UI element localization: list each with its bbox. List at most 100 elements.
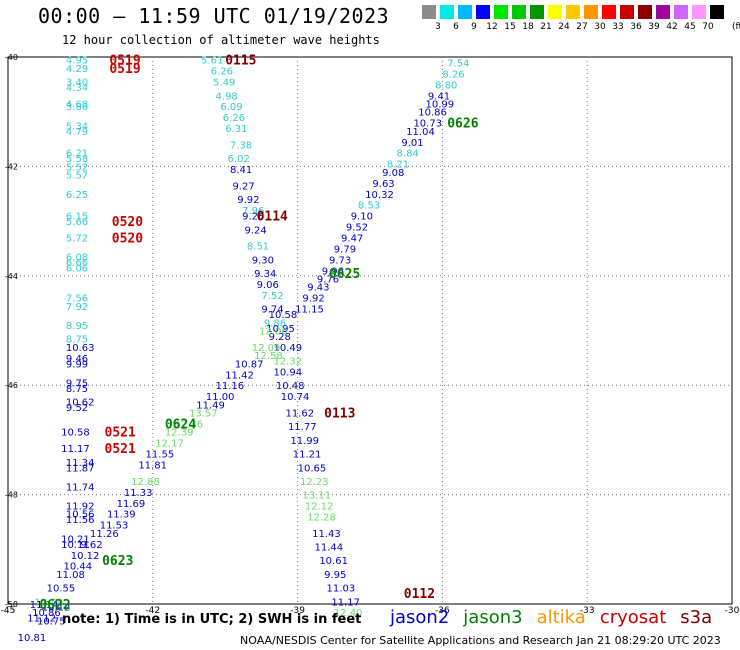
swh-value: 10.49: [273, 343, 302, 354]
swh-value: 4.98: [216, 91, 238, 102]
y-tick-label: -46: [5, 381, 18, 390]
swh-value: 5.52: [66, 162, 88, 173]
legend-swatch: [656, 5, 670, 19]
swh-value: 10.11: [61, 540, 90, 551]
swh-value: 9.92: [302, 294, 324, 305]
pass-label: 0113: [324, 407, 355, 422]
swh-value: 6.25: [66, 190, 88, 201]
swh-value: 10.87: [235, 359, 264, 370]
swh-value: 12.12: [305, 502, 334, 513]
satellite-name: altika: [536, 607, 586, 628]
swh-value: 7.52: [261, 291, 283, 302]
swh-value: 11.53: [100, 521, 129, 532]
y-tick-label: -50: [5, 600, 18, 609]
legend-swatch: [602, 5, 616, 19]
swh-value: 10.58: [269, 310, 298, 321]
swh-value: 4.29: [66, 64, 88, 75]
x-tick-label: -42: [145, 606, 160, 616]
legend-label: 15: [504, 22, 516, 32]
swh-value: 11.14: [30, 600, 59, 611]
swh-value: 9.99: [66, 359, 88, 370]
swh-value: 12.28: [307, 512, 336, 523]
legend-label: 6: [453, 22, 459, 32]
swh-value: 8.95: [66, 321, 88, 332]
legend-swatch: [458, 5, 472, 19]
swh-value: 6.09: [220, 102, 242, 113]
swh-value: 9.52: [66, 403, 88, 414]
swh-value: 9.52: [346, 223, 368, 234]
swh-value: 11.69: [117, 499, 146, 510]
swh-value: 7.96: [242, 206, 264, 217]
swh-value: 12.30: [35, 597, 64, 608]
swh-value: 4.68: [66, 99, 88, 110]
swh-value: 12.88: [131, 477, 160, 488]
swh-value: 12.39: [165, 428, 194, 439]
swh-value: 10.74: [281, 392, 310, 403]
pass-label: 0623: [102, 554, 133, 569]
swh-value: 12.06: [259, 327, 288, 338]
swh-value: 11.15: [295, 305, 324, 316]
swh-value: 9.76: [317, 275, 339, 286]
swh-value: 10.44: [64, 562, 93, 573]
y-tick-label: -48: [5, 491, 18, 500]
swh-value: 10.62: [66, 398, 95, 409]
swh-value: 9.73: [329, 255, 351, 266]
swh-value: 4.79: [66, 127, 88, 138]
x-tick-label: -30: [725, 606, 740, 616]
swh-value: 8.75: [66, 335, 88, 346]
swh-value: 11.16: [216, 381, 245, 392]
swh-value: 3.86: [66, 102, 88, 113]
legend-swatch: [692, 5, 706, 19]
legend-swatch: [422, 5, 436, 19]
swh-value: 9.63: [372, 179, 394, 190]
legend-label: 42: [666, 22, 678, 32]
pass-label: 0624: [165, 417, 196, 432]
swh-value: 7.38: [230, 141, 252, 152]
swh-value: 10.86: [418, 108, 447, 119]
legend-label: 21: [540, 22, 552, 32]
swh-value: 9.01: [401, 138, 423, 149]
swh-value: 11.04: [406, 127, 435, 138]
swh-value: 11.34: [66, 458, 95, 469]
legend-swatch: [494, 5, 508, 19]
swh-value: 11.99: [290, 436, 319, 447]
swh-value: 9.41: [428, 91, 450, 102]
plot-frame: [7, 56, 733, 605]
legend-swatch: [620, 5, 634, 19]
legend-label: 45: [684, 22, 696, 32]
swh-value: 8.53: [358, 201, 380, 212]
legend-label: 27: [576, 22, 588, 32]
swh-value: 13.11: [302, 491, 331, 502]
swh-value: 10.21: [61, 534, 90, 545]
swh-value: 9.26: [242, 212, 264, 223]
swh-value: 11.17: [61, 444, 90, 455]
swh-value: 6.08: [66, 253, 88, 264]
swh-value: 9.95: [324, 570, 346, 581]
swh-value: 6.66: [66, 258, 88, 269]
swh-value: 8.51: [247, 242, 269, 253]
satellite-name: jason3: [463, 607, 523, 628]
swh-value: 4.95: [66, 56, 88, 67]
swh-value: 11.21: [293, 450, 322, 461]
legend-swatch: [638, 5, 652, 19]
swh-value: 10.63: [66, 343, 95, 354]
swh-value: 9.30: [252, 255, 274, 266]
swh-value: 11.00: [206, 392, 235, 403]
swh-value: 11.55: [146, 450, 175, 461]
swh-value: 8.26: [442, 69, 464, 80]
pass-label: 0626: [447, 117, 478, 132]
swh-value: 9.96: [322, 266, 344, 277]
swh-value: 11.56: [66, 515, 95, 526]
swh-value: 6.21: [66, 149, 88, 160]
swh-value: 11.39: [107, 510, 136, 521]
swh-value: 11.12: [27, 614, 56, 625]
swh-value: 10.12: [42, 603, 71, 614]
swh-value: 11.92: [66, 502, 95, 513]
pass-label: 0625: [329, 267, 360, 282]
swh-value: 6.15: [66, 212, 88, 223]
footer-credit: NOAA/NESDIS Center for Satellite Applica…: [240, 634, 721, 647]
legend-label: 18: [522, 22, 534, 32]
legend-label: 33: [612, 22, 624, 32]
swh-value: 9.10: [351, 212, 373, 223]
swh-value: 8.21: [387, 160, 409, 171]
